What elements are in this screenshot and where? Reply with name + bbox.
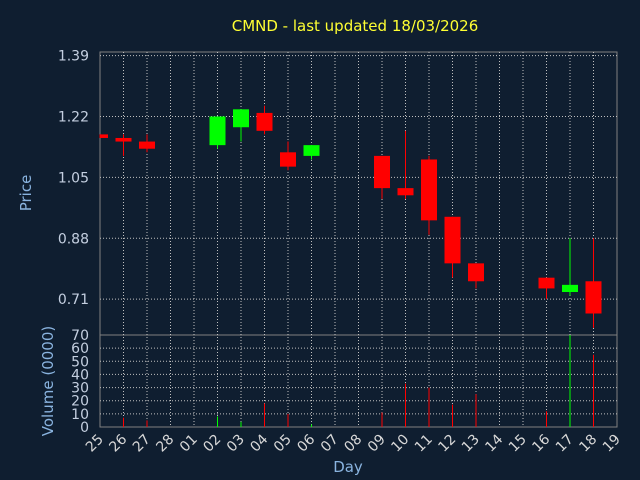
day-tick-label: 12 bbox=[435, 432, 459, 456]
candle-body bbox=[303, 145, 320, 156]
chart-title: CMND - last updated 18/03/2026 bbox=[232, 17, 479, 35]
price-tick-labels: 1.39 1.22 1.05 0.88 0.71 bbox=[58, 49, 89, 309]
x-axis-label: Day bbox=[333, 458, 363, 476]
day-tick-label: 17 bbox=[553, 432, 577, 456]
volume-tick-label: 20 bbox=[71, 394, 89, 410]
volume-tick-label: 60 bbox=[71, 341, 89, 357]
day-tick-label: 26 bbox=[106, 431, 130, 455]
volume-bars bbox=[123, 335, 594, 427]
candle-body bbox=[562, 284, 578, 293]
volume-tick-label: 40 bbox=[71, 367, 89, 383]
day-tick-label: 05 bbox=[271, 432, 295, 456]
volume-tick-label: 50 bbox=[71, 354, 89, 370]
candle-body bbox=[397, 188, 414, 196]
volume-plot-frame bbox=[99, 334, 618, 428]
candle-body bbox=[538, 277, 555, 289]
volume-tick-label: 70 bbox=[71, 328, 89, 344]
day-tick-label: 15 bbox=[506, 432, 530, 456]
day-tick-labels: 25 26 27 28 01 02 03 04 05 06 07 08 09 10 11 12 13 14 15 16… bbox=[83, 431, 624, 455]
volume-axis-label: Volume (0000) bbox=[39, 326, 57, 436]
price-tick-label: 1.22 bbox=[58, 109, 89, 125]
candle-body bbox=[374, 155, 390, 189]
day-tick-label: 07 bbox=[318, 432, 342, 456]
candle-body bbox=[256, 112, 273, 131]
price-tick-label: 1.39 bbox=[58, 49, 89, 65]
day-tick-label: 14 bbox=[482, 431, 506, 455]
candle-body bbox=[139, 141, 155, 149]
price-tick-label: 1.05 bbox=[58, 170, 89, 186]
day-tick-label: 16 bbox=[529, 431, 553, 455]
day-tick-label: 19 bbox=[600, 432, 624, 456]
candle-body bbox=[444, 216, 461, 264]
grid bbox=[100, 52, 617, 427]
day-tick-label: 08 bbox=[341, 432, 365, 456]
price-tick-label: 0.88 bbox=[58, 231, 89, 247]
volume-tick-label: 30 bbox=[71, 381, 89, 397]
day-tick-label: 18 bbox=[576, 432, 600, 456]
day-tick-label: 04 bbox=[247, 431, 271, 455]
day-tick-label: 06 bbox=[294, 431, 318, 455]
candles bbox=[99, 105, 602, 328]
day-tick-label: 28 bbox=[153, 432, 177, 456]
day-tick-label: 11 bbox=[412, 432, 436, 456]
candle-body bbox=[421, 159, 437, 221]
candle-body bbox=[280, 152, 296, 167]
day-tick-label: 03 bbox=[224, 432, 248, 456]
day-tick-label: 02 bbox=[200, 432, 224, 456]
day-tick-label: 27 bbox=[130, 432, 154, 456]
day-tick-label: 09 bbox=[365, 432, 389, 456]
day-tick-label: 01 bbox=[177, 432, 201, 456]
candle-body bbox=[233, 109, 249, 128]
candle-body bbox=[100, 134, 108, 138]
day-tick-label: 13 bbox=[459, 432, 483, 456]
volume-tick-label: 0 bbox=[80, 420, 89, 436]
volume-tick-label: 10 bbox=[71, 407, 89, 423]
price-axis-label: Price bbox=[17, 175, 35, 212]
candle-body bbox=[209, 116, 226, 146]
price-tick-label: 0.71 bbox=[58, 292, 89, 308]
candle-body bbox=[585, 281, 602, 314]
candle-body bbox=[468, 263, 484, 282]
candle-body bbox=[115, 137, 132, 142]
day-tick-label: 10 bbox=[388, 432, 412, 456]
